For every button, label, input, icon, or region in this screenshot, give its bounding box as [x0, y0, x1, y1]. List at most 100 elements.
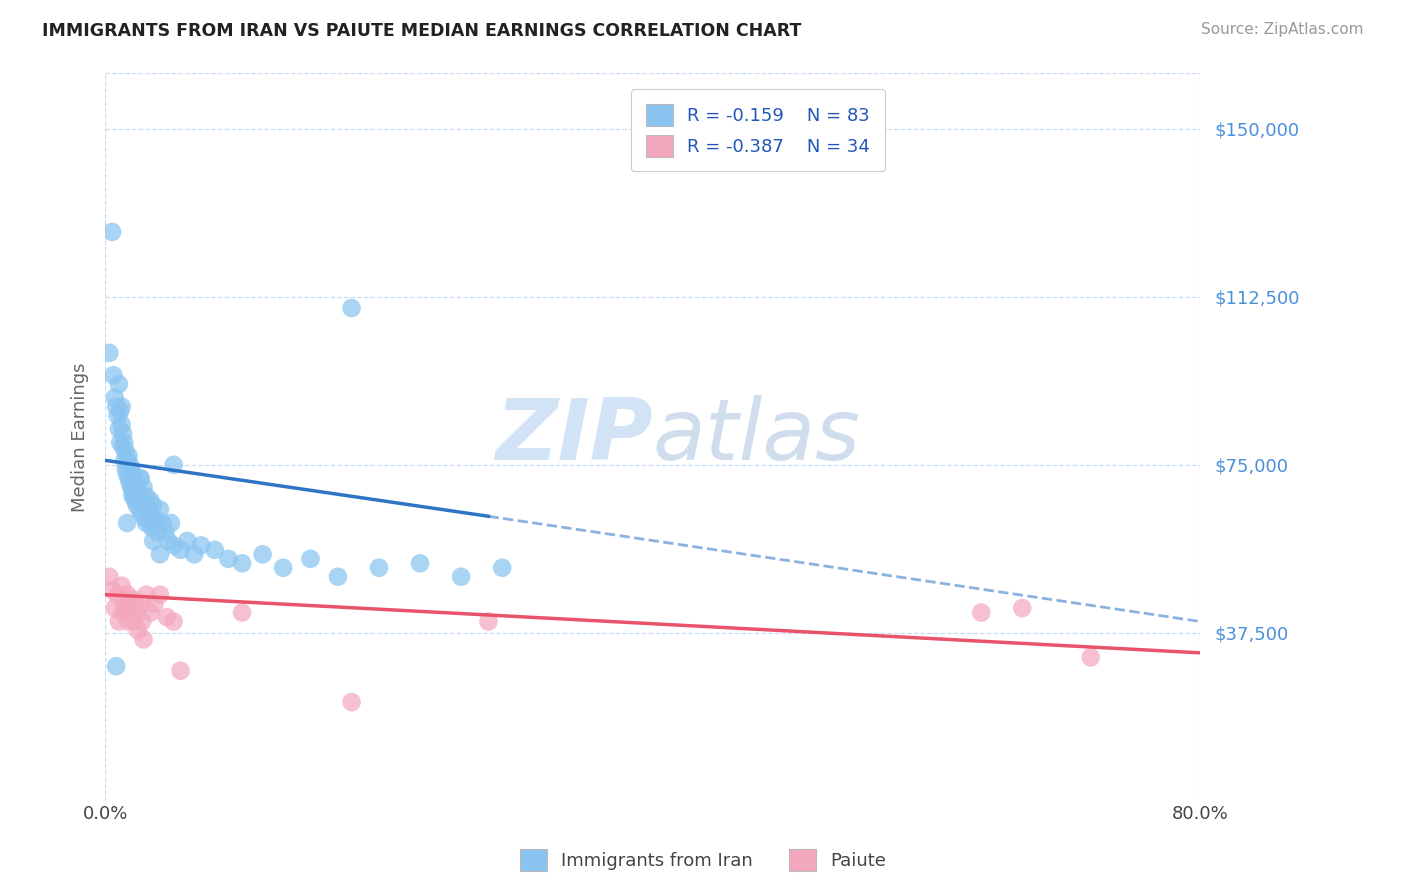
Point: [1080, 650, 1102, 665]
Point: [114, 444, 136, 458]
Point: [105, 659, 128, 673]
Point: [160, 516, 183, 530]
Point: [120, 480, 142, 494]
Point: [149, 588, 172, 602]
Point: [107, 588, 129, 602]
Point: [115, 467, 138, 481]
Point: [190, 538, 212, 552]
Point: [132, 632, 155, 647]
Point: [125, 606, 148, 620]
Legend: R = -0.159    N = 83, R = -0.387    N = 34: R = -0.159 N = 83, R = -0.387 N = 34: [631, 89, 884, 171]
Point: [169, 664, 191, 678]
Point: [155, 524, 177, 539]
Point: [128, 489, 150, 503]
Point: [135, 498, 157, 512]
Point: [340, 301, 363, 315]
Point: [111, 440, 134, 454]
Point: [152, 516, 174, 530]
Point: [143, 597, 166, 611]
Point: [121, 489, 143, 503]
Point: [111, 417, 134, 432]
Point: [271, 561, 294, 575]
Text: atlas: atlas: [652, 395, 860, 478]
Point: [204, 542, 226, 557]
Point: [141, 520, 163, 534]
Point: [142, 498, 165, 512]
Point: [108, 377, 131, 392]
Point: [104, 391, 127, 405]
Point: [299, 551, 322, 566]
Point: [138, 507, 160, 521]
Point: [121, 484, 143, 499]
Point: [132, 498, 155, 512]
Point: [112, 435, 135, 450]
Point: [163, 458, 186, 472]
Point: [122, 615, 145, 629]
Point: [139, 606, 162, 620]
Point: [491, 561, 513, 575]
Text: Source: ZipAtlas.com: Source: ZipAtlas.com: [1201, 22, 1364, 37]
Text: IMMIGRANTS FROM IRAN VS PAIUTE MEDIAN EARNINGS CORRELATION CHART: IMMIGRANTS FROM IRAN VS PAIUTE MEDIAN EA…: [42, 22, 801, 40]
Point: [340, 695, 363, 709]
Point: [120, 462, 142, 476]
Point: [135, 489, 157, 503]
Point: [121, 467, 143, 481]
Point: [127, 624, 149, 638]
Point: [163, 615, 186, 629]
Point: [231, 556, 253, 570]
Point: [129, 493, 152, 508]
Point: [156, 610, 179, 624]
Point: [124, 493, 146, 508]
Point: [105, 400, 128, 414]
Point: [231, 606, 253, 620]
Point: [104, 601, 127, 615]
Point: [115, 453, 138, 467]
Point: [124, 597, 146, 611]
Point: [163, 538, 186, 552]
Point: [176, 533, 198, 548]
Legend: Immigrants from Iran, Paiute: Immigrants from Iran, Paiute: [512, 842, 894, 879]
Point: [149, 502, 172, 516]
Point: [970, 606, 993, 620]
Point: [98, 346, 121, 360]
Point: [103, 368, 125, 383]
Point: [115, 588, 138, 602]
Point: [132, 480, 155, 494]
Point: [118, 475, 141, 490]
Point: [124, 475, 146, 490]
Point: [135, 588, 157, 602]
Point: [169, 542, 191, 557]
Point: [157, 533, 180, 548]
Point: [111, 426, 134, 441]
Point: [143, 511, 166, 525]
Point: [118, 458, 141, 472]
Point: [135, 516, 157, 530]
Point: [120, 606, 142, 620]
Point: [183, 547, 205, 561]
Point: [146, 524, 169, 539]
Point: [131, 615, 153, 629]
Point: [450, 570, 472, 584]
Point: [326, 570, 349, 584]
Point: [122, 471, 145, 485]
Point: [114, 462, 136, 476]
Point: [101, 225, 124, 239]
Point: [1011, 601, 1033, 615]
Point: [128, 471, 150, 485]
Point: [136, 502, 159, 516]
Point: [98, 570, 121, 584]
Point: [121, 592, 143, 607]
Point: [108, 615, 131, 629]
Point: [118, 597, 141, 611]
Point: [117, 615, 139, 629]
Point: [131, 507, 153, 521]
Point: [128, 601, 150, 615]
Y-axis label: Median Earnings: Median Earnings: [72, 362, 89, 511]
Point: [110, 404, 132, 418]
Point: [149, 547, 172, 561]
Point: [112, 597, 135, 611]
Point: [127, 484, 149, 499]
Point: [477, 615, 499, 629]
Point: [125, 480, 148, 494]
Text: ZIP: ZIP: [495, 395, 652, 478]
